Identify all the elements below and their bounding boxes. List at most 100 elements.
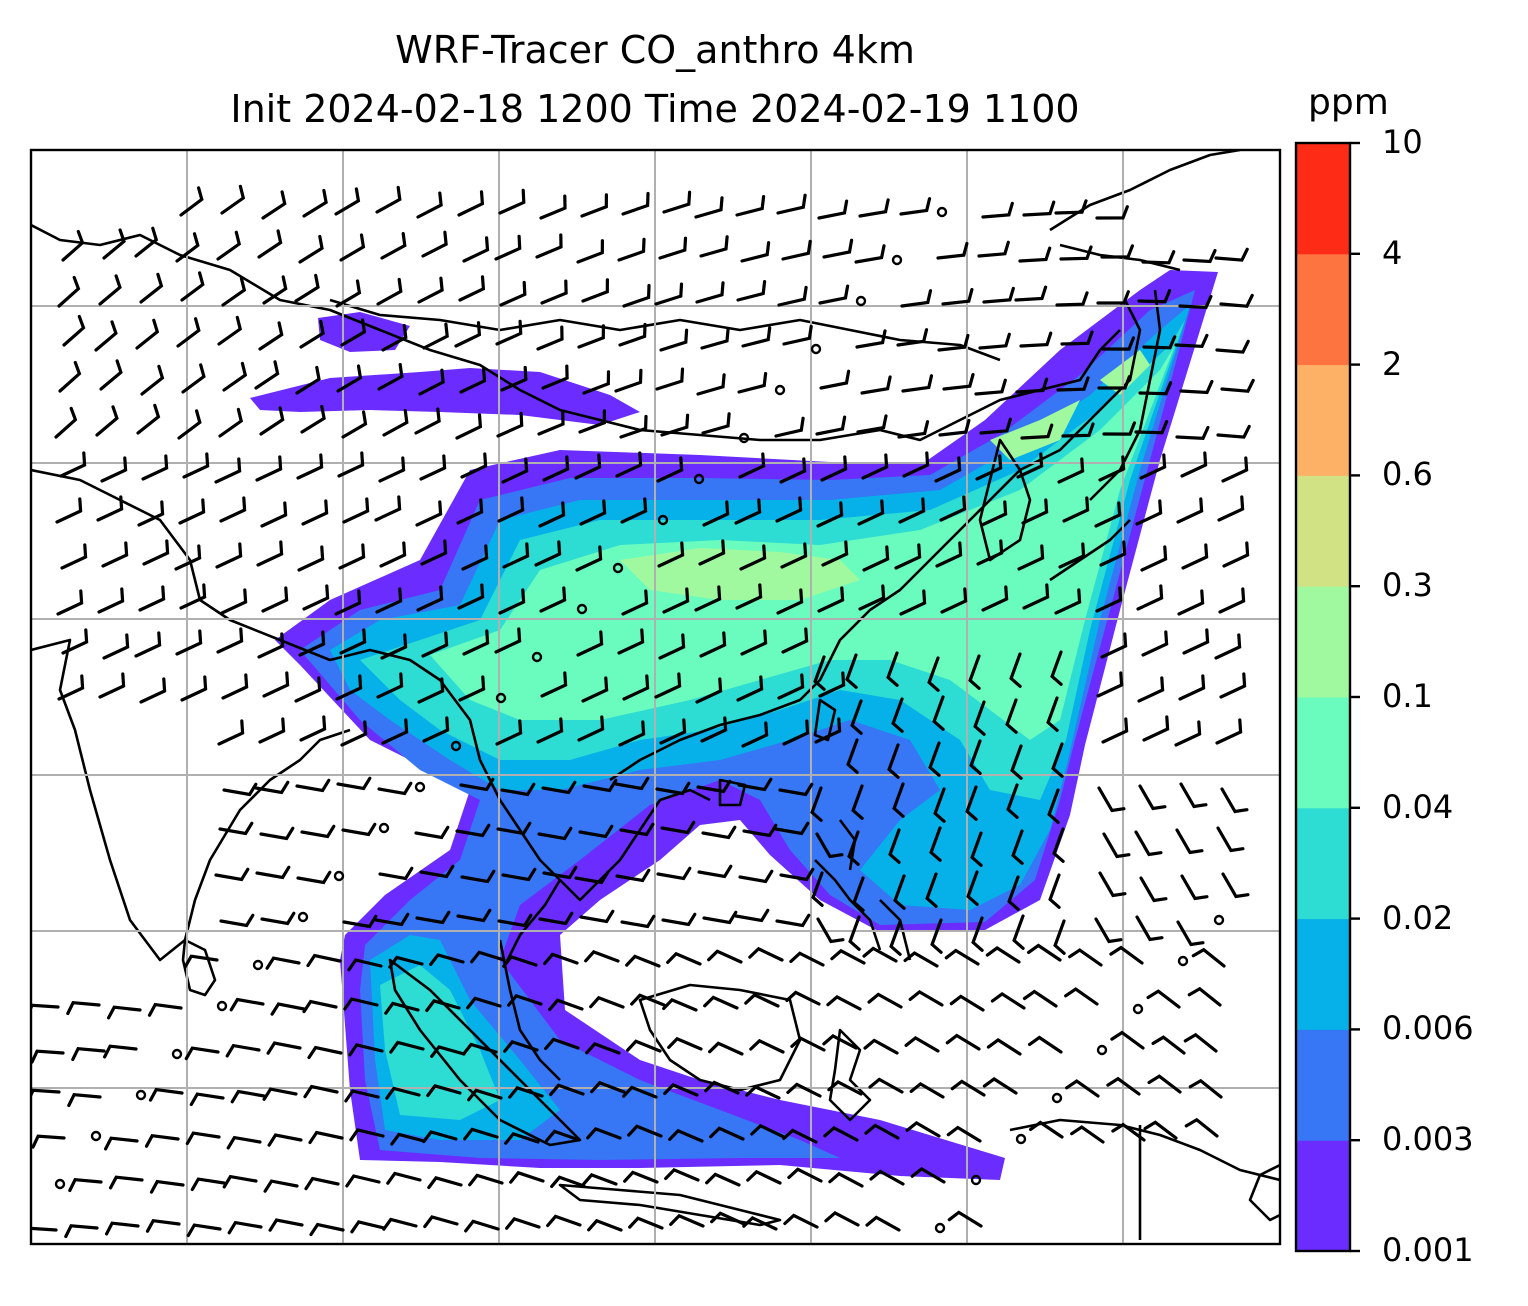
wind-barb	[1101, 336, 1135, 351]
wind-barb	[1110, 1030, 1145, 1050]
wind-barb	[949, 994, 985, 1012]
wind-barb	[456, 498, 484, 525]
wind-barb	[385, 1086, 421, 1100]
wind-barb	[780, 542, 808, 569]
colorbar-tick-label: 0.04	[1382, 787, 1454, 826]
calm-wind-circle	[1051, 1092, 1063, 1104]
wind-barb	[339, 628, 367, 655]
field-level-6	[1100, 350, 1150, 395]
wind-barb	[220, 588, 248, 615]
wind-barb	[507, 994, 543, 1007]
wind-barb	[848, 915, 861, 951]
wind-barb	[787, 1167, 823, 1183]
wind-barb	[698, 539, 726, 566]
wind-barb	[257, 229, 283, 259]
calm-wind-circle	[891, 254, 903, 266]
wind-barb	[508, 1086, 544, 1099]
wind-barb	[589, 995, 625, 1009]
wind-barb	[909, 1081, 945, 1099]
field-level-5	[430, 345, 1175, 740]
sri-lanka	[181, 938, 217, 997]
wind-barb	[302, 584, 330, 611]
wind-barb	[858, 584, 886, 611]
wind-barb	[1109, 945, 1144, 965]
calm-wind-circle	[934, 1222, 946, 1234]
colorbar-segment	[1296, 1029, 1350, 1141]
wind-barb	[709, 1126, 745, 1141]
wind-barb	[1053, 919, 1066, 955]
wind-barb	[946, 1125, 982, 1143]
wind-barb	[60, 543, 88, 570]
wind-barb	[828, 1171, 864, 1188]
colorbar-tick-label: 0.3	[1382, 566, 1433, 605]
wind-barb	[696, 373, 726, 396]
wind-barb	[1059, 245, 1093, 261]
wind-barb	[299, 319, 325, 349]
wind-barb	[505, 1217, 541, 1230]
wind-barb	[1137, 289, 1172, 304]
wind-barb	[1070, 1125, 1105, 1144]
colorbar-segment	[1296, 364, 1350, 476]
wind-barb	[1102, 832, 1131, 859]
wind-barb	[222, 782, 258, 797]
wind-barb	[466, 996, 502, 1010]
colorbar	[1294, 141, 1360, 1253]
wind-barb	[221, 276, 247, 307]
wind-barb	[1012, 914, 1025, 950]
wind-barb	[1214, 247, 1249, 262]
wind-barb	[893, 874, 906, 910]
wind-barb	[338, 543, 366, 570]
himalaya-border	[31, 468, 441, 682]
wind-barb	[388, 955, 424, 969]
wind-barb	[1022, 989, 1058, 1008]
wind-barb	[55, 497, 83, 524]
wind-barb	[31, 1088, 61, 1099]
calm-wind-circle	[657, 514, 669, 526]
wind-barb	[980, 500, 1008, 527]
wind-barb	[546, 1214, 582, 1228]
wind-barb	[969, 739, 982, 775]
wind-barb	[340, 318, 367, 347]
wind-barb	[296, 453, 324, 480]
wind-barb	[582, 778, 618, 793]
wind-barb	[737, 372, 768, 394]
wind-barb	[1052, 827, 1065, 863]
wind-barb	[217, 719, 245, 746]
wind-barb	[414, 825, 450, 840]
wind-barb	[230, 1089, 266, 1104]
wind-barb	[458, 275, 486, 302]
wind-barb	[776, 193, 807, 215]
wind-barb	[710, 1211, 746, 1226]
wind-barb	[229, 997, 265, 1012]
wind-barb	[942, 373, 975, 391]
wind-barb	[538, 911, 574, 926]
wind-barb	[179, 583, 207, 610]
wind-barb	[1216, 424, 1251, 439]
calm-wind-circle	[1015, 1133, 1027, 1145]
wind-barb	[258, 717, 286, 744]
wind-barb	[745, 1084, 781, 1100]
wind-barb	[257, 632, 285, 659]
wind-barb	[703, 995, 739, 1010]
wind-barb	[781, 627, 809, 654]
wind-barb	[778, 782, 814, 797]
wind-barb	[299, 715, 327, 742]
wind-barb	[68, 1178, 103, 1193]
borneo	[638, 983, 802, 1092]
wind-barb	[262, 275, 288, 305]
wind-barb	[414, 407, 441, 435]
wind-barb	[307, 1045, 343, 1060]
wind-barb	[218, 407, 244, 438]
wind-barb	[298, 630, 326, 657]
wind-barb	[31, 1226, 58, 1232]
wind-barb	[349, 1128, 385, 1142]
wind-barb	[590, 1080, 626, 1094]
wind-barb	[1062, 496, 1090, 523]
wind-barb	[900, 289, 933, 308]
wind-barb	[700, 716, 728, 743]
wind-barb	[384, 1001, 420, 1015]
wind-barb	[1179, 379, 1214, 395]
wind-barb	[735, 195, 766, 217]
wind-barb	[660, 413, 690, 437]
wind-barb	[614, 368, 643, 393]
